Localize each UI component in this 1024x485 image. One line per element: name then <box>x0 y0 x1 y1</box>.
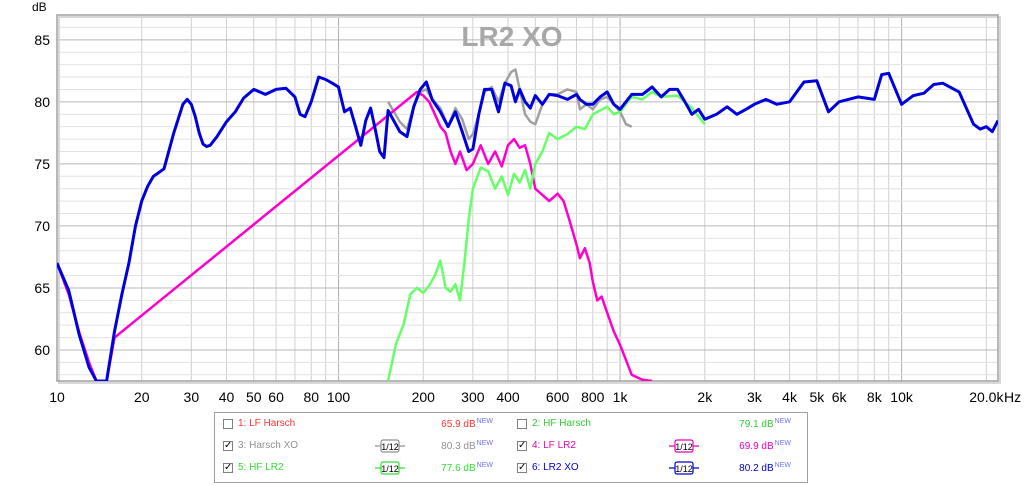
x-tick-label: 20 <box>134 389 150 405</box>
legend-item-lf-lr2: ✓ 4: LF LR2 1/12 69.9 dBNEW <box>517 437 802 457</box>
plot-frame <box>56 14 1001 384</box>
x-tick-label: 50 <box>246 389 262 405</box>
legend-row-1: 1: LF Harsch 65.9 dBNEW 2: HF Harsch 79.… <box>215 415 807 435</box>
x-tick-label: 20.0k <box>969 389 1004 405</box>
smoothing-label: 1/12 <box>675 464 693 474</box>
y-tick-label: 60 <box>34 342 50 358</box>
legend-row-2: ✓ 3: Harsch XO 1/12 80.3 dBNEW ✓ 4: LF L… <box>215 437 807 457</box>
x-tick-label: 1k <box>613 389 629 405</box>
legend-label: 6: LR2 XO <box>532 462 579 473</box>
legend-value: 65.9 dBNEW <box>441 418 493 430</box>
y-tick-label: 85 <box>34 32 50 48</box>
series-line-5-hf-lr2 <box>386 90 706 381</box>
y-axis-ticks: 60 65 70 75 80 85 <box>34 32 50 358</box>
legend-value: 80.3 dBNEW <box>441 440 493 452</box>
x-tick-label: 8k <box>867 389 883 405</box>
smoothing-icon[interactable]: 1/12 <box>375 461 405 475</box>
x-tick-label: 3k <box>747 389 763 405</box>
x-tick-label: 80 <box>303 389 319 405</box>
plot-border <box>56 14 999 382</box>
x-tick-label: 300 <box>461 389 485 405</box>
legend-value: 77.6 dBNEW <box>441 462 493 474</box>
x-tick-label: 10k <box>890 389 914 405</box>
x-tick-label: 400 <box>496 389 520 405</box>
legend-value: 79.1 dBNEW <box>739 418 791 430</box>
legend-item-hf-harsch: 2: HF Harsch 79.1 dBNEW <box>517 415 802 435</box>
smoothing-label: 1/12 <box>381 464 399 474</box>
grid <box>56 14 998 381</box>
plot-shadow <box>58 16 1001 384</box>
x-axis-label: Hz <box>1004 389 1021 405</box>
legend-label: 5: HF LR2 <box>238 462 284 473</box>
y-tick-label: 80 <box>34 94 50 110</box>
legend-label: 2: HF Harsch <box>532 418 591 429</box>
y-tick-label: 70 <box>34 218 50 234</box>
legend-checkbox-lf-harsch[interactable] <box>223 419 233 429</box>
series-line-6-lr2-xo <box>57 71 998 381</box>
x-tick-label: 6k <box>832 389 848 405</box>
legend-checkbox-hf-lr2[interactable]: ✓ <box>223 462 233 473</box>
x-tick-label: 800 <box>581 389 605 405</box>
x-tick-label: 100 <box>327 389 351 405</box>
smoothing-label: 1/12 <box>381 442 399 452</box>
y-tick-label: 65 <box>34 280 50 296</box>
legend-row-3: ✓ 5: HF LR2 1/12 77.6 dBNEW ✓ 6: LR2 XO … <box>215 459 807 479</box>
legend-item-lf-harsch: 1: LF Harsch 65.9 dBNEW <box>223 415 503 435</box>
legend-checkbox-lr2-xo[interactable]: ✓ <box>517 462 527 473</box>
series-line-3-harsch-xo <box>387 68 633 141</box>
x-tick-label: 2k <box>697 389 713 405</box>
smoothing-icon[interactable]: 1/12 <box>669 461 699 475</box>
x-tick-label: 60 <box>268 389 284 405</box>
x-axis-ticks: 10 20 30 40 50 60 80 100 200 300 400 600 800 1k 2k 3k 4k… <box>49 389 1004 405</box>
legend-label: 1: LF Harsch <box>238 418 296 429</box>
legend-item-hf-lr2: ✓ 5: HF LR2 1/12 77.6 dBNEW <box>223 459 503 479</box>
smoothing-icon[interactable]: 1/12 <box>669 439 699 453</box>
y-axis-label: dB <box>32 0 47 14</box>
x-tick-label: 600 <box>546 389 570 405</box>
x-tick-label: 30 <box>184 389 200 405</box>
smoothing-box <box>674 461 694 475</box>
legend-item-harsch-xo: ✓ 3: Harsch XO 1/12 80.3 dBNEW <box>223 437 503 457</box>
x-tick-label: 200 <box>412 389 436 405</box>
series-lines <box>57 68 998 381</box>
legend-label: 4: LF LR2 <box>532 440 576 451</box>
smoothing-box <box>674 439 694 453</box>
legend-checkbox-hf-harsch[interactable] <box>517 419 527 429</box>
legend-value: 80.2 dBNEW <box>739 462 791 474</box>
series-line-4-lf-lr2 <box>57 90 653 381</box>
x-tick-label: 4k <box>782 389 798 405</box>
x-tick-label: 5k <box>809 389 825 405</box>
x-tick-label: 40 <box>219 389 235 405</box>
legend-checkbox-lf-lr2[interactable]: ✓ <box>517 440 527 451</box>
legend-value: 69.9 dBNEW <box>739 440 791 452</box>
x-tick-label: 10 <box>49 389 65 405</box>
legend-item-lr2-xo: ✓ 6: LR2 XO 1/12 80.2 dBNEW <box>517 459 802 479</box>
chart-title: LR2 XO <box>461 21 562 52</box>
legend-checkbox-harsch-xo[interactable]: ✓ <box>223 440 233 451</box>
smoothing-box <box>380 461 400 475</box>
smoothing-label: 1/12 <box>675 442 693 452</box>
legend-panel: 1: LF Harsch 65.9 dBNEW 2: HF Harsch 79.… <box>214 412 808 483</box>
legend-label: 3: Harsch XO <box>238 440 299 451</box>
y-tick-label: 75 <box>34 156 50 172</box>
smoothing-box <box>380 439 400 453</box>
frequency-response-chart: LR2 XO dB Hz 60 65 70 75 80 85 10 20 30 40 50 60 80… <box>32 0 1021 405</box>
smoothing-icon[interactable]: 1/12 <box>375 439 405 453</box>
